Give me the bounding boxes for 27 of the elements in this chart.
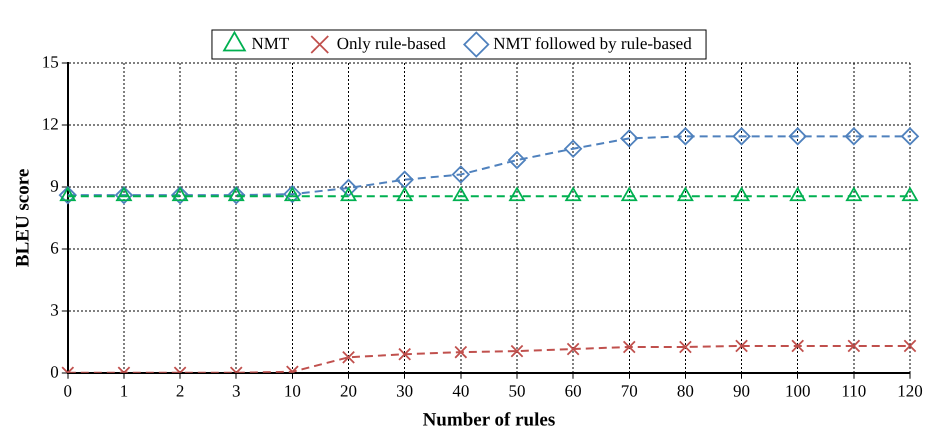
x-tick-label: 30 <box>396 381 414 400</box>
x-tick-label: 50 <box>508 381 526 400</box>
y-tick-label: 0 <box>50 362 59 382</box>
x-tick-label: 100 <box>784 381 810 400</box>
x-tick-label: 90 <box>733 381 750 400</box>
x-tick-label: 120 <box>897 381 923 400</box>
x-tick-label: 0 <box>64 381 72 400</box>
x-tick-label: 3 <box>232 381 240 400</box>
x-tick-label: 2 <box>176 381 184 400</box>
legend-label: Only rule-based <box>336 34 446 53</box>
x-tick-label: 60 <box>564 381 582 400</box>
x-tick-label: 20 <box>340 381 358 400</box>
legend-label: NMT <box>251 34 290 53</box>
legend-label: NMT followed by rule-based <box>493 34 692 53</box>
y-tick-label: 6 <box>50 238 59 258</box>
y-tick-label: 12 <box>42 114 59 134</box>
x-tick-label: 80 <box>676 381 694 400</box>
x-tick-label: 110 <box>841 381 866 400</box>
y-tick-label: 3 <box>50 300 59 320</box>
x-tick-label: 70 <box>620 381 638 400</box>
y-tick-label: 9 <box>50 176 59 196</box>
y-axis-title: BLEU score <box>12 168 34 268</box>
x-tick-label: 40 <box>452 381 470 400</box>
x-tick-label: 1 <box>120 381 128 400</box>
y-tick-label: 15 <box>42 52 59 72</box>
x-axis-title: Number of rules <box>422 410 556 431</box>
x-tick-label: 10 <box>284 381 301 400</box>
